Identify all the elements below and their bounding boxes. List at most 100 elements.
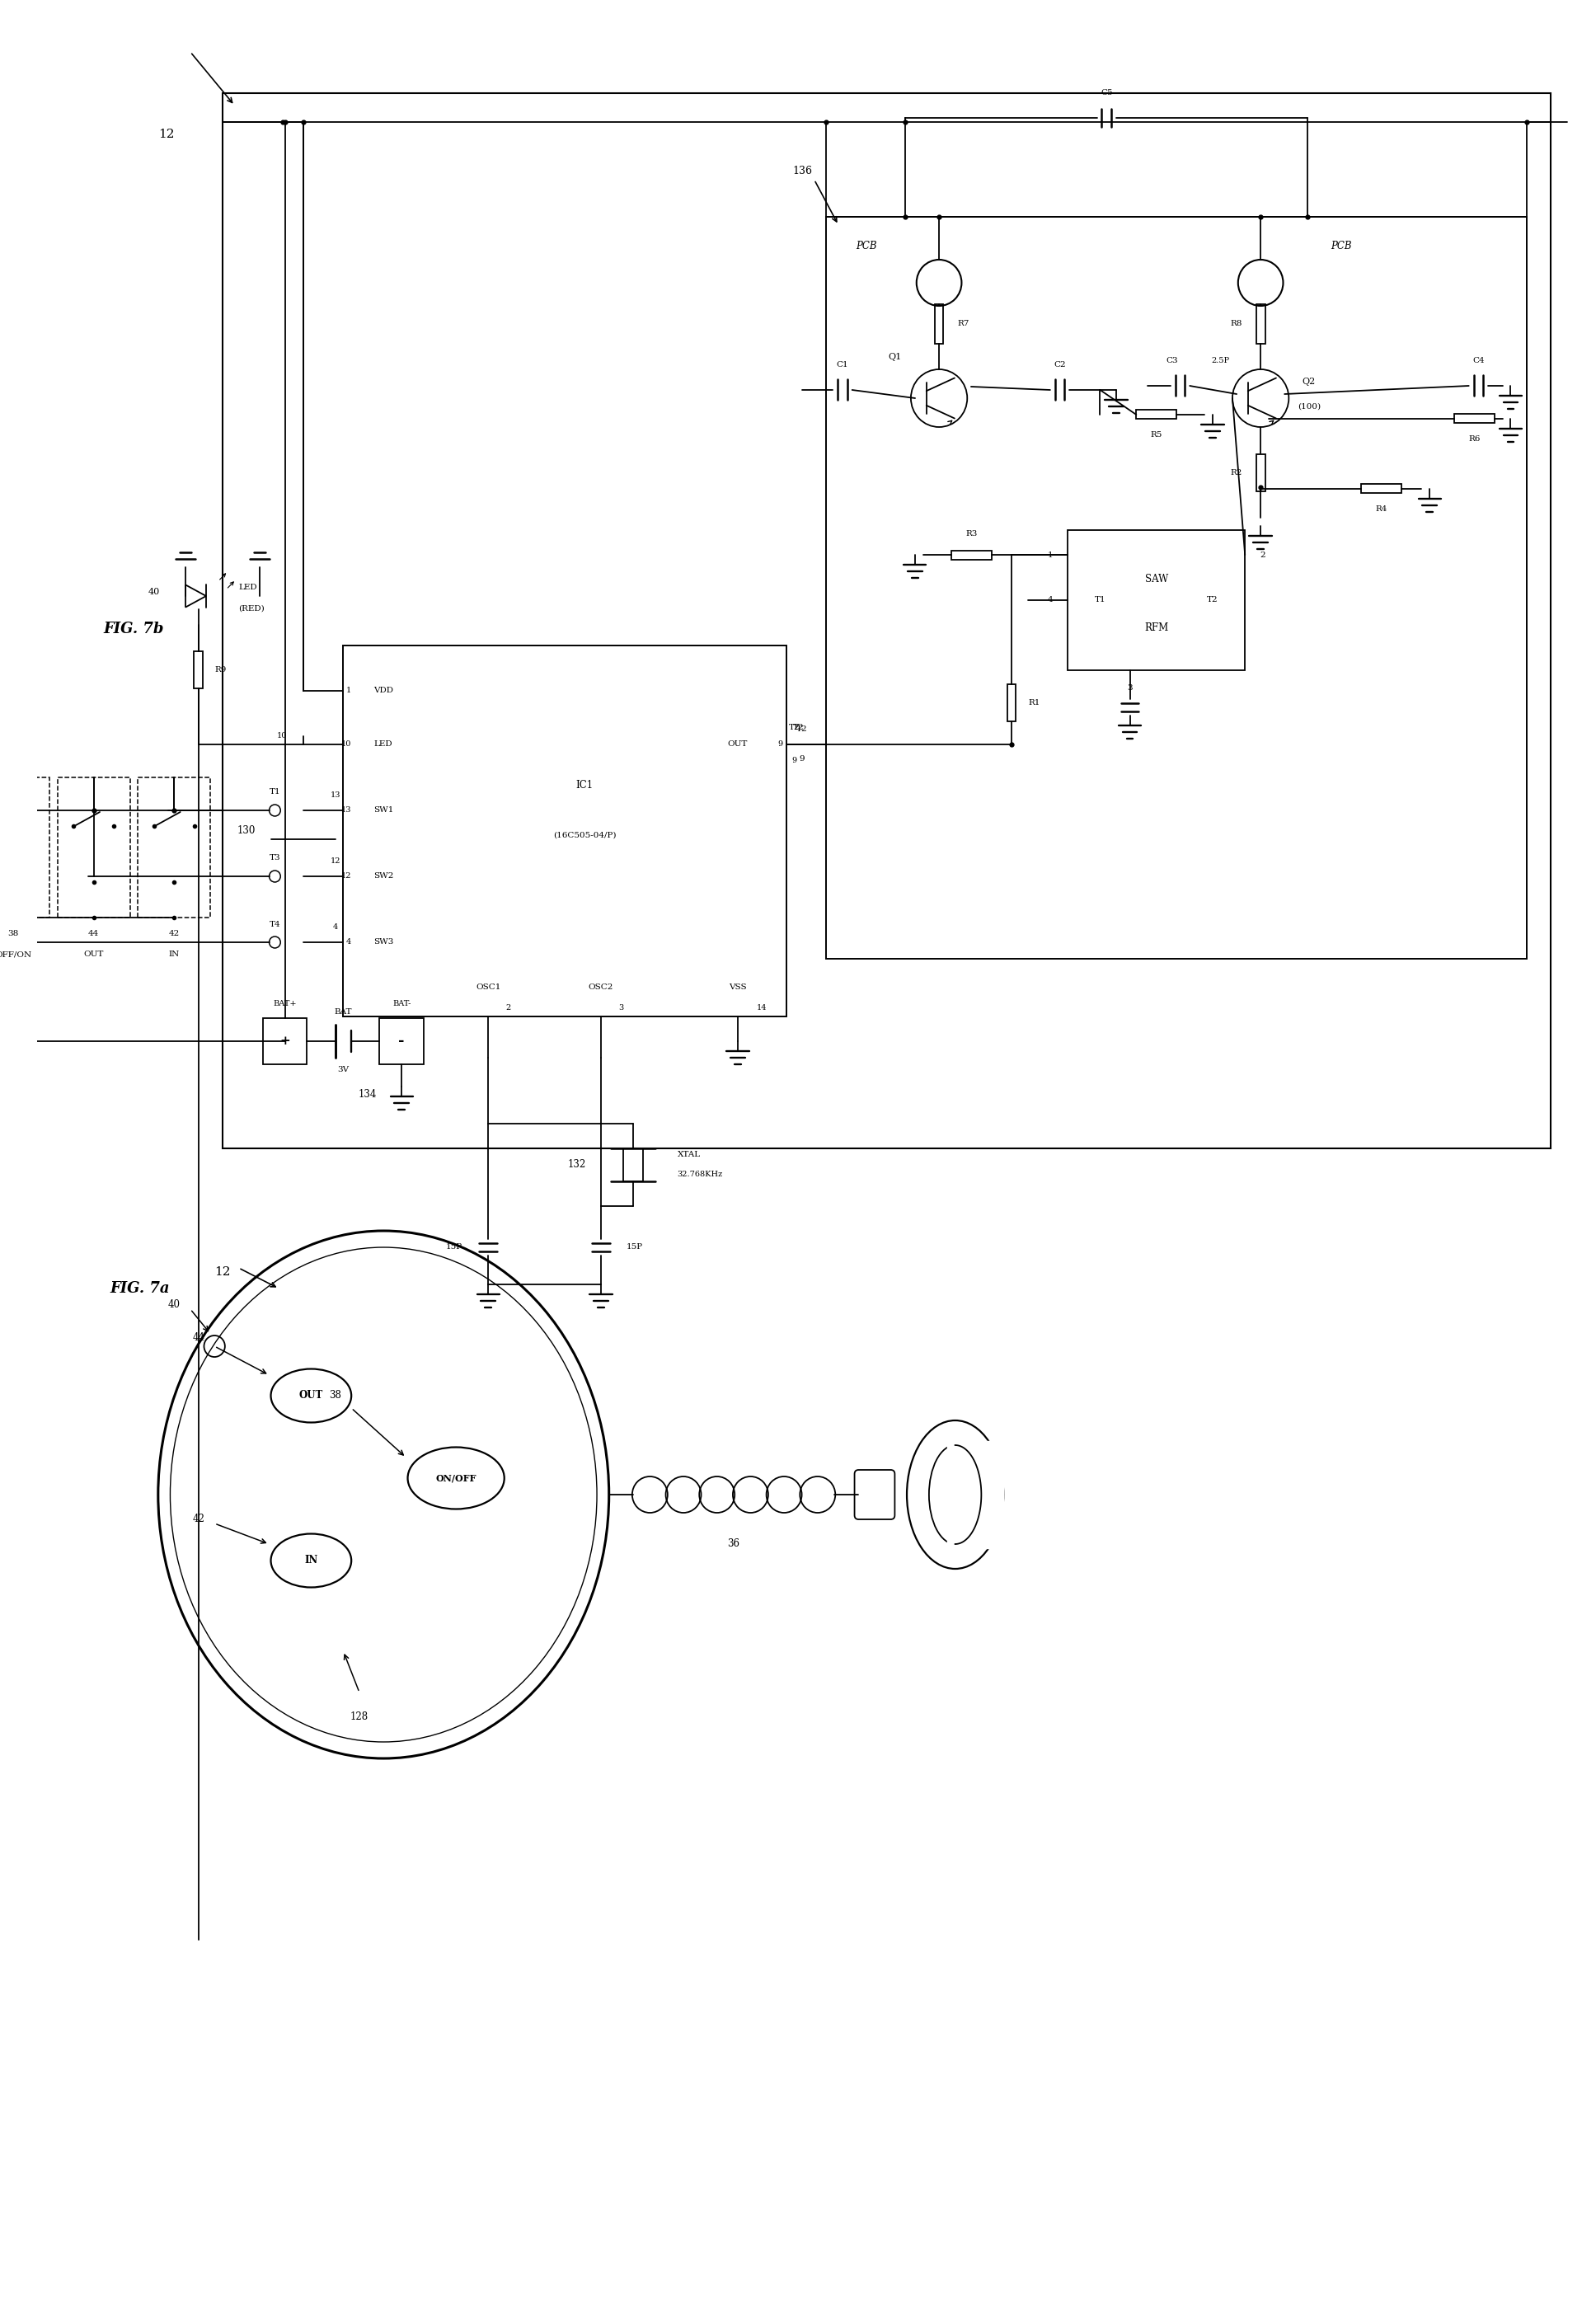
Text: 4: 4 (332, 923, 338, 932)
Text: 42: 42 (192, 1514, 204, 1524)
Text: XTAL: XTAL (677, 1150, 701, 1160)
Text: 32.768KHz: 32.768KHz (677, 1171, 723, 1178)
Bar (1454, 415, 1494, 424)
Text: SAW: SAW (1144, 573, 1168, 584)
Text: PCB: PCB (855, 241, 878, 250)
Text: 10: 10 (342, 740, 351, 749)
Text: IN: IN (305, 1556, 318, 1565)
Text: C1: C1 (836, 362, 849, 369)
Text: R4: R4 (1376, 506, 1387, 512)
Text: R7: R7 (958, 320, 969, 327)
Text: R6: R6 (1468, 436, 1481, 443)
Text: T2: T2 (788, 724, 800, 730)
Text: OUT: OUT (298, 1391, 322, 1401)
Bar (263, 1018, 306, 1064)
Text: BAT: BAT (335, 1009, 353, 1016)
Bar (222, 93, 1551, 1148)
Text: (100): (100) (1298, 404, 1320, 410)
Text: 4: 4 (346, 939, 351, 946)
Text: C5: C5 (1101, 90, 1112, 97)
Bar (1007, 684, 1017, 721)
Text: IC1: IC1 (576, 779, 594, 791)
Text: 1: 1 (346, 686, 351, 696)
Text: LED: LED (239, 584, 257, 591)
Bar (1136, 410, 1176, 420)
Text: FIG. 7b: FIG. 7b (104, 621, 164, 635)
Text: C3: C3 (1167, 357, 1178, 364)
Text: 2.5P: 2.5P (1211, 357, 1229, 364)
Text: T4: T4 (270, 921, 281, 928)
Text: (RED): (RED) (239, 605, 265, 612)
Text: OUT: OUT (83, 951, 104, 958)
Text: C2: C2 (1053, 362, 1066, 369)
Bar (624, 1148, 643, 1180)
Text: (16C505-04/P): (16C505-04/P) (554, 833, 616, 839)
Text: 9: 9 (792, 758, 796, 765)
Text: ON/OFF: ON/OFF (436, 1473, 476, 1482)
Text: IN: IN (169, 951, 180, 958)
Text: 136: 136 (792, 167, 812, 176)
Text: T1: T1 (1095, 596, 1106, 603)
Bar (1256, 304, 1266, 343)
Text: 2: 2 (1259, 552, 1266, 559)
Text: 40: 40 (148, 587, 160, 596)
Text: T2: T2 (793, 724, 804, 730)
Text: 38: 38 (329, 1391, 342, 1401)
Text: 14: 14 (757, 1004, 768, 1011)
Text: LED: LED (373, 740, 393, 749)
Bar (1068, 531, 1245, 670)
Text: 13: 13 (330, 791, 340, 800)
Text: OFF/ON: OFF/ON (0, 951, 32, 958)
Text: 10: 10 (276, 733, 287, 740)
Bar (343, 645, 787, 1016)
Text: 44: 44 (88, 930, 99, 937)
Bar (827, 216, 1527, 958)
Text: SW3: SW3 (373, 939, 394, 946)
Bar (57, 777, 129, 918)
Text: 3: 3 (1127, 684, 1133, 691)
Text: Q1: Q1 (887, 352, 902, 362)
Text: 36: 36 (728, 1540, 741, 1549)
Text: 38: 38 (8, 930, 19, 937)
Text: 2: 2 (506, 1004, 511, 1011)
Text: 134: 134 (358, 1090, 377, 1099)
Text: 132: 132 (568, 1160, 586, 1171)
Bar (935, 304, 943, 343)
Text: BAT+: BAT+ (273, 999, 297, 1009)
Text: 15P: 15P (447, 1243, 463, 1250)
Text: +: + (279, 1034, 290, 1046)
Text: R8: R8 (1231, 320, 1242, 327)
Bar (951, 550, 991, 559)
Text: 44: 44 (192, 1333, 204, 1343)
Text: R1: R1 (1028, 700, 1041, 707)
Text: BAT-: BAT- (393, 999, 410, 1009)
Text: 9: 9 (777, 740, 784, 749)
Text: -: - (399, 1034, 405, 1048)
Text: Q2: Q2 (1302, 378, 1315, 385)
Text: 128: 128 (350, 1711, 369, 1723)
Text: 9: 9 (800, 756, 804, 763)
Text: T1: T1 (270, 788, 281, 795)
Bar (1256, 455, 1266, 492)
Text: 13: 13 (342, 807, 351, 814)
Text: T2: T2 (1207, 596, 1218, 603)
Text: C4: C4 (1473, 357, 1484, 364)
Text: 12: 12 (342, 872, 351, 879)
Text: PCB: PCB (1331, 241, 1352, 250)
Bar (0, 777, 49, 918)
Text: 3: 3 (619, 1004, 624, 1011)
Text: 3V: 3V (337, 1067, 350, 1074)
Text: OUT: OUT (728, 740, 749, 749)
Text: 4: 4 (1047, 596, 1053, 603)
Text: 15P: 15P (627, 1243, 643, 1250)
Text: 12: 12 (330, 858, 340, 865)
Text: FIG. 7a: FIG. 7a (110, 1280, 169, 1296)
Text: 1: 1 (1047, 552, 1053, 559)
Bar (380, 1018, 425, 1064)
Text: R9: R9 (215, 666, 227, 675)
Text: VDD: VDD (373, 686, 394, 696)
Text: OSC1: OSC1 (476, 983, 501, 990)
Text: 40: 40 (168, 1299, 180, 1310)
Bar (137, 777, 211, 918)
Text: T2: T2 (796, 726, 808, 733)
